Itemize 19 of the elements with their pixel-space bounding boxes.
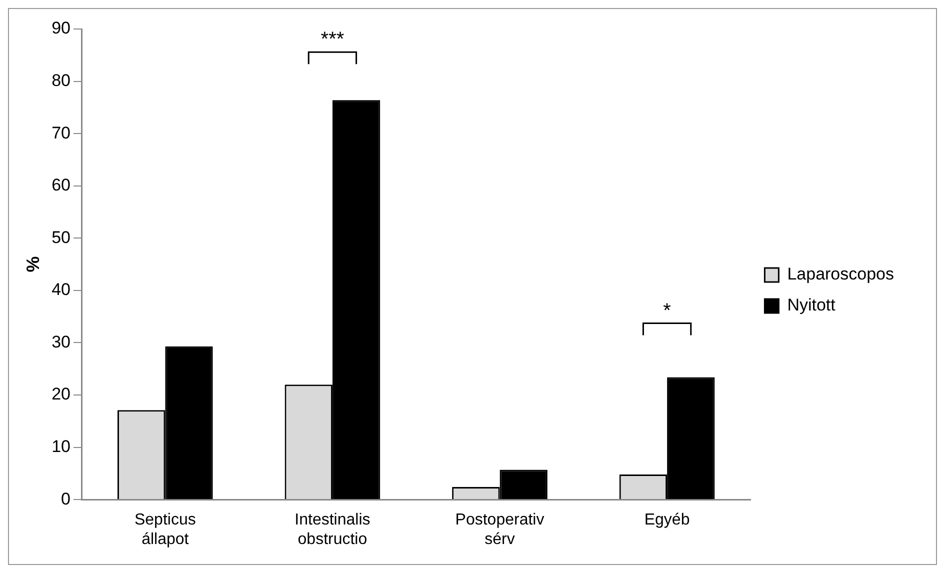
annotation: * bbox=[663, 300, 672, 322]
legend-label: Nyitott bbox=[787, 296, 836, 315]
y-tick-label: 30 bbox=[52, 332, 71, 352]
y-tick-label: 60 bbox=[52, 176, 71, 195]
x-tick-label: Intestinalis obstructio bbox=[294, 512, 370, 548]
y-tick-label: 20 bbox=[52, 384, 71, 404]
y-axis-title: % bbox=[22, 256, 43, 272]
y-tick-label: 90 bbox=[52, 18, 71, 38]
x-tick-label: Postoperativ sérv bbox=[455, 512, 544, 548]
y-tick-label: 40 bbox=[52, 280, 71, 300]
y-tick-label: 10 bbox=[52, 437, 71, 456]
x-tick-label: Septicus állapot bbox=[134, 512, 196, 548]
x-tick-label: Egyéb bbox=[644, 512, 690, 529]
y-tick-label: 0 bbox=[61, 489, 71, 508]
annotation: *** bbox=[320, 28, 344, 51]
y-tick-label: 80 bbox=[52, 70, 71, 90]
legend-label: Laparoscopos bbox=[787, 264, 894, 284]
y-tick-label: 50 bbox=[52, 228, 71, 247]
y-tick-label: 70 bbox=[52, 123, 71, 142]
